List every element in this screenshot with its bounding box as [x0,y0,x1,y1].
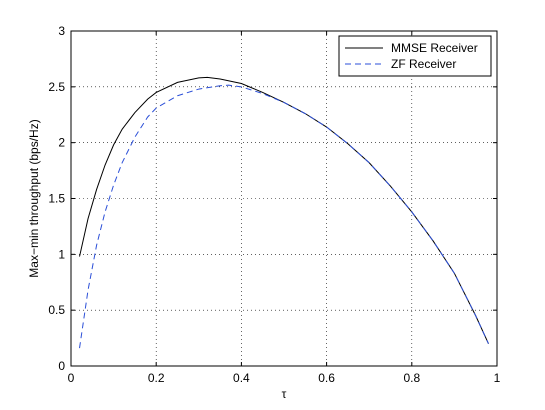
y-tick-label: 2.5 [48,80,65,94]
x-tick-label: 0.6 [318,371,335,385]
y-tick-label: 3 [58,24,65,38]
x-tick-label: 0.2 [148,371,165,385]
axis-ticks: 0 0.2 0.4 0.6 0.8 1 0 0.5 1 1.5 2 2.5 3 [48,24,500,385]
legend: MMSE Receiver ZF Receiver [338,35,492,77]
legend-label-zf: ZF Receiver [391,57,456,71]
y-tick-label: 0.5 [48,303,65,317]
x-tick-label: 0 [68,371,75,385]
x-tick-label: 1 [494,371,501,385]
series-line-zf [79,84,489,349]
y-tick-label: 2 [58,136,65,150]
grid [71,31,497,366]
x-axis-label: τ [282,387,287,401]
x-tick-label: 0.8 [403,371,420,385]
series-lines [79,76,489,349]
y-tick-label: 1.5 [48,192,65,206]
y-axis-label: Max−min throughput (bps/Hz) [27,119,41,277]
x-tick-label: 0.4 [233,371,250,385]
y-tick-label: 0 [58,359,65,373]
series-line-mmse [79,76,489,344]
legend-label-mmse: MMSE Receiver [391,41,478,55]
legend-box [338,35,492,77]
y-tick-label: 1 [58,247,65,261]
